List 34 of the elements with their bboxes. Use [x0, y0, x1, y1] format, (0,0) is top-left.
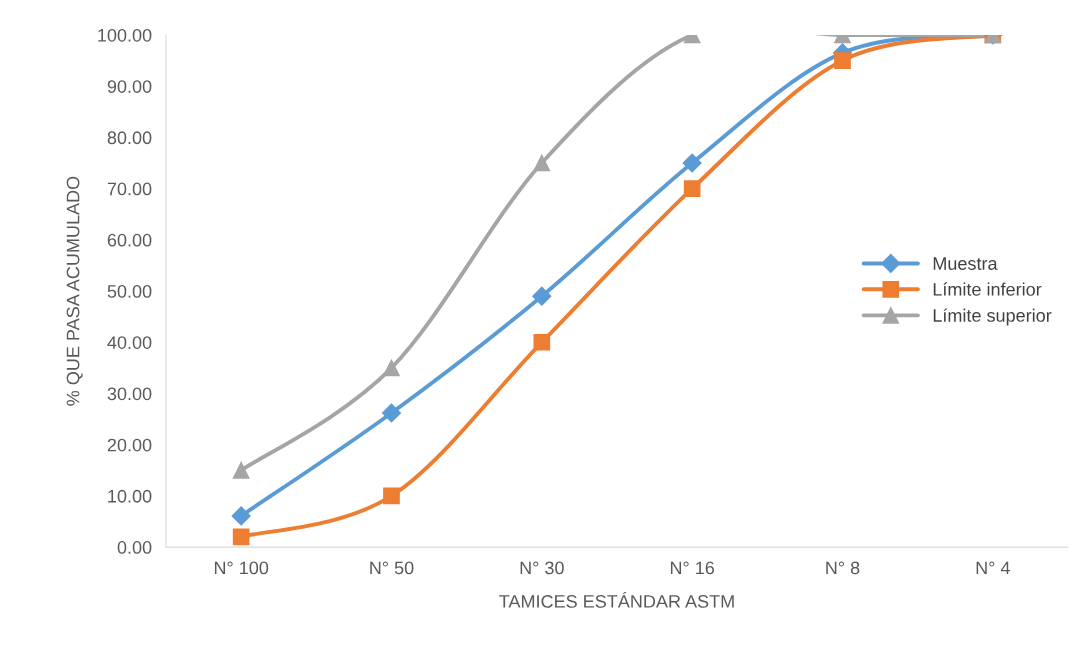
y-tick-label: 0.00 — [117, 541, 152, 554]
x-tick-label: N° 30 — [520, 561, 564, 575]
point — [683, 180, 701, 197]
point — [532, 286, 552, 306]
x-tick-label: N° 50 — [370, 561, 414, 575]
x-axis-title: TAMICES ESTÁNDAR ASTM — [499, 591, 734, 608]
x-tick-label: N° 4 — [976, 561, 1010, 575]
x-tick-label: N° 100 — [214, 561, 269, 575]
y-tick-label: 80.00 — [107, 131, 152, 145]
y-tick-label: 50.00 — [107, 284, 152, 298]
y-tick-label: 100.00 — [98, 28, 152, 42]
y-tick-label: 30.00 — [107, 387, 152, 401]
point — [533, 154, 551, 172]
legend-label: Límite superior — [933, 308, 1052, 326]
point — [232, 528, 250, 546]
x-tick-label: N° 8 — [826, 561, 860, 575]
point — [383, 359, 400, 377]
y-tick-label: 10.00 — [108, 489, 152, 503]
point — [834, 52, 851, 69]
y-tick-label: 40.00 — [107, 336, 152, 349]
x-tick-label: N° 16 — [670, 561, 715, 575]
point — [533, 333, 551, 351]
y-tick-label: 20.00 — [107, 438, 152, 452]
point — [232, 461, 250, 479]
point — [231, 506, 251, 526]
legend-label: Muestra — [933, 257, 998, 270]
point — [682, 153, 702, 173]
legend-label: Límite inferior — [933, 282, 1042, 296]
y-tick-label: 60.00 — [107, 233, 152, 247]
y-tick-label: 90.00 — [107, 80, 152, 93]
point — [381, 403, 402, 423]
point — [383, 487, 400, 505]
y-tick-label: 70.00 — [107, 182, 152, 196]
y-axis-title: % QUE PASA ACUMULADO — [66, 176, 83, 406]
